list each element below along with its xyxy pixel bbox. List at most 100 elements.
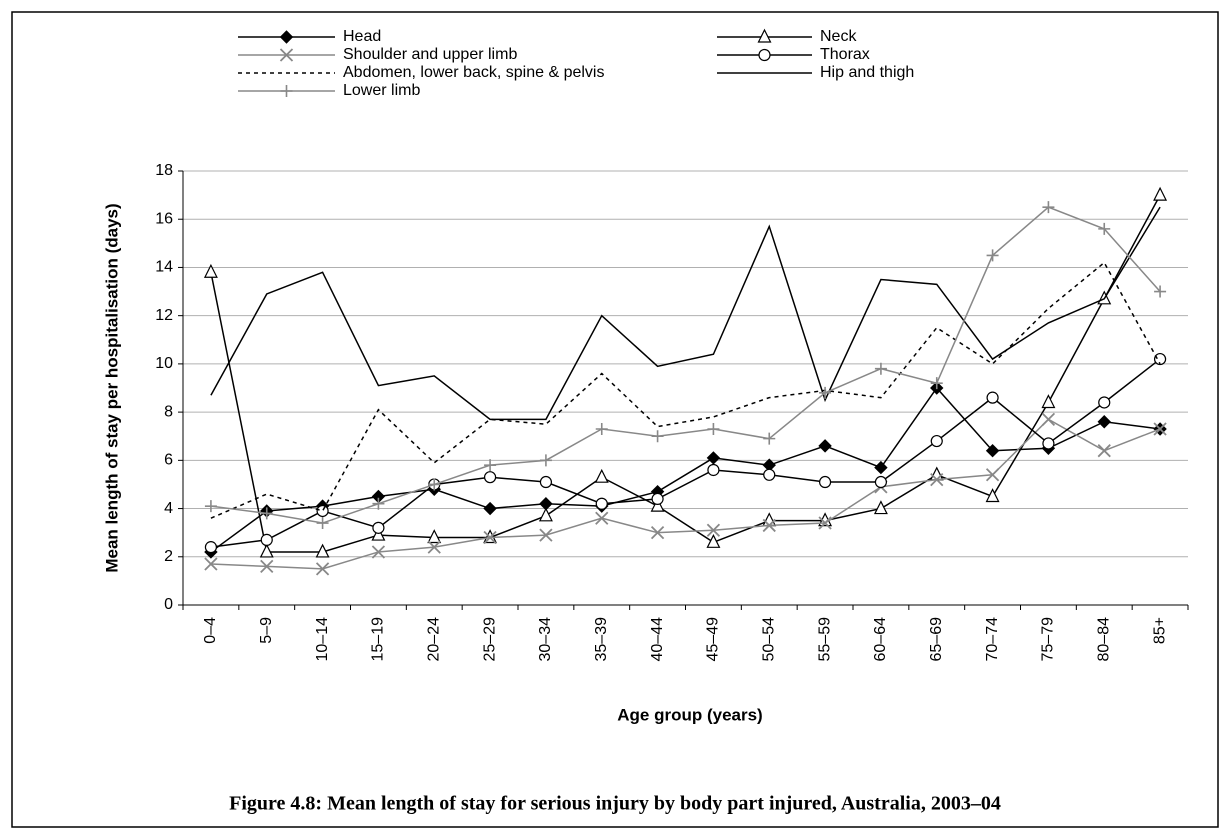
marker	[483, 471, 497, 484]
marker	[930, 434, 943, 448]
x-tick-label: 45–49	[705, 617, 722, 662]
marker	[1097, 415, 1111, 429]
x-tick-label: 80–84	[1095, 617, 1112, 662]
series-line	[210, 206, 1161, 524]
y-tick-label: 12	[155, 307, 173, 324]
marker	[651, 430, 664, 443]
marker	[595, 511, 609, 525]
series-line	[210, 261, 1161, 519]
marker	[316, 517, 329, 530]
y-tick-label: 2	[164, 548, 173, 565]
marker	[372, 497, 385, 510]
marker	[372, 521, 385, 534]
marker	[280, 85, 293, 97]
marker	[595, 497, 608, 510]
x-tick-label: 40–44	[649, 617, 666, 662]
x-tick-label: 65–69	[928, 617, 945, 662]
x-tick-label: 30–34	[537, 617, 554, 662]
marker	[483, 501, 497, 516]
marker	[757, 28, 772, 43]
marker	[259, 543, 274, 558]
marker	[427, 540, 441, 554]
marker	[930, 472, 944, 487]
legend-label: Hip and thigh	[820, 64, 914, 81]
marker	[484, 459, 497, 472]
marker	[874, 362, 887, 375]
x-axis-title: Age group (years)	[617, 705, 762, 724]
legend-label: Neck	[820, 28, 857, 45]
marker	[650, 497, 665, 512]
x-tick-label: 50–54	[760, 617, 777, 662]
legend-label: Head	[343, 28, 381, 45]
marker	[818, 439, 832, 453]
marker	[260, 559, 274, 574]
marker	[371, 526, 386, 541]
legend-label: Shoulder and upper limb	[343, 46, 517, 63]
marker	[204, 500, 217, 513]
marker	[874, 475, 888, 489]
y-tick-label: 18	[155, 162, 173, 179]
chart-title: Figure 4.8: Mean length of stay for seri…	[229, 793, 1001, 815]
marker	[595, 422, 608, 435]
x-tick-label: 20–24	[425, 617, 442, 662]
marker	[1042, 201, 1055, 214]
x-tick-label: 25–29	[481, 617, 498, 662]
x-tick-label: 60–64	[872, 617, 889, 662]
marker	[762, 518, 776, 533]
legend-label: Thorax	[820, 46, 870, 63]
marker	[706, 523, 721, 537]
marker	[930, 377, 943, 390]
marker	[1097, 444, 1111, 458]
marker	[1042, 437, 1055, 450]
marker	[539, 528, 553, 542]
marker	[706, 533, 721, 548]
marker	[260, 533, 273, 547]
marker	[279, 48, 294, 62]
x-tick-label: 15–19	[370, 617, 387, 662]
series-line	[210, 194, 1161, 553]
marker	[538, 507, 553, 522]
marker	[1153, 186, 1168, 201]
y-tick-label: 10	[155, 355, 173, 372]
x-tick-label: 0–4	[202, 617, 219, 644]
marker	[315, 562, 330, 576]
y-tick-label: 14	[155, 259, 173, 276]
marker	[204, 557, 218, 571]
series-line	[210, 418, 1161, 570]
marker	[539, 454, 552, 467]
x-tick-label: 70–74	[984, 617, 1001, 662]
marker	[650, 526, 665, 540]
marker	[1041, 394, 1056, 409]
x-tick-label: 10–14	[314, 617, 331, 662]
series-line	[210, 386, 1161, 553]
y-tick-label: 6	[164, 452, 173, 469]
marker	[315, 543, 330, 558]
marker	[1098, 396, 1111, 409]
marker	[316, 504, 329, 518]
marker	[706, 451, 721, 465]
marker	[985, 488, 1000, 503]
marker	[763, 432, 776, 445]
marker	[818, 516, 832, 530]
legend-label: Abdomen, lower back, spine & pelvis	[343, 64, 604, 81]
marker	[986, 391, 999, 404]
y-axis-title: Mean length of stay per hospitalisation …	[102, 203, 121, 572]
marker	[1098, 222, 1111, 235]
x-tick-label: 75–79	[1040, 617, 1057, 662]
series-line	[210, 206, 1161, 421]
marker	[203, 263, 218, 278]
marker	[758, 48, 771, 62]
marker	[707, 422, 720, 435]
marker	[929, 466, 944, 481]
y-tick-label: 0	[164, 596, 173, 613]
marker	[483, 530, 497, 545]
marker	[204, 541, 218, 554]
marker	[763, 468, 776, 481]
marker	[874, 460, 888, 475]
marker	[371, 545, 386, 559]
frame	[11, 11, 1219, 828]
marker	[819, 386, 832, 399]
x-tick-label: 55–59	[816, 617, 833, 662]
marker	[985, 443, 1000, 458]
